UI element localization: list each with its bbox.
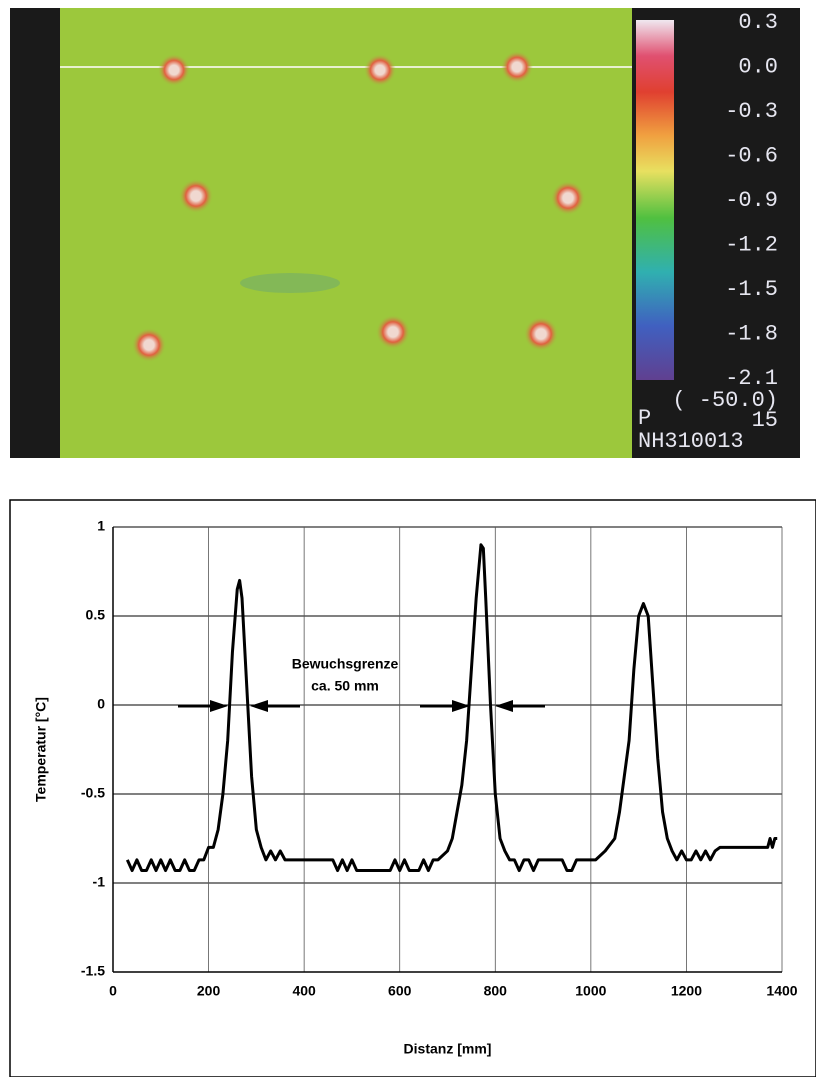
data-line bbox=[125, 543, 778, 873]
scale-label: -0.9 bbox=[725, 188, 778, 213]
y-tick-label: -0.5 bbox=[81, 785, 105, 801]
scale-label: -0.6 bbox=[725, 143, 778, 168]
y-tick-label: 1 bbox=[97, 518, 105, 534]
annotation: ca. 50 mm bbox=[311, 678, 379, 694]
hot-spots bbox=[132, 51, 585, 362]
scale-label: -1.5 bbox=[725, 277, 778, 302]
x-tick-label: 600 bbox=[388, 983, 412, 999]
image-field bbox=[60, 8, 632, 458]
y-axis-label: Temperatur [°C] bbox=[33, 697, 49, 802]
annotation-arrows bbox=[178, 700, 545, 712]
scale-label: -0.3 bbox=[725, 99, 778, 124]
x-tick-label: 1200 bbox=[671, 983, 702, 999]
x-tick-label: 1000 bbox=[575, 983, 606, 999]
scale-info: 15 bbox=[752, 408, 778, 433]
y-tick-label: -1 bbox=[93, 874, 106, 890]
x-axis-label: Distanz [mm] bbox=[404, 1041, 492, 1057]
scale-info: P bbox=[638, 406, 651, 431]
scale-label: -1.8 bbox=[725, 321, 778, 346]
scale-label: 0.3 bbox=[738, 10, 778, 35]
y-tick-label: -1.5 bbox=[81, 963, 105, 979]
scale-label: 0.0 bbox=[738, 54, 778, 79]
x-tick-label: 200 bbox=[197, 983, 221, 999]
scale-labels: 0.3 0.0 -0.3 -0.6 -0.9 -1.2 -1.5 -1.8 -2.1( -50.… bbox=[638, 10, 778, 454]
scale-info: ( -50.0) bbox=[672, 388, 778, 413]
x-tick-label: 0 bbox=[109, 983, 117, 999]
chart: 10.50-0.5-1-1.50 200 400 600 800 1000 1200 1400… bbox=[33, 518, 798, 1057]
x-tick-label: 400 bbox=[292, 983, 316, 999]
thermal-image bbox=[10, 8, 800, 458]
scale-label: -2.1 bbox=[725, 366, 778, 391]
y-tick-label: 0.5 bbox=[86, 607, 106, 623]
scale-label: -1.2 bbox=[725, 232, 778, 257]
x-tick-label: 800 bbox=[484, 983, 508, 999]
y-tick-label: 0 bbox=[97, 696, 105, 712]
annotation: Bewuchsgrenze bbox=[292, 656, 399, 672]
color-scale bbox=[636, 20, 674, 380]
x-tick-label: 1400 bbox=[766, 983, 797, 999]
scale-info: NH310013 bbox=[638, 429, 744, 454]
